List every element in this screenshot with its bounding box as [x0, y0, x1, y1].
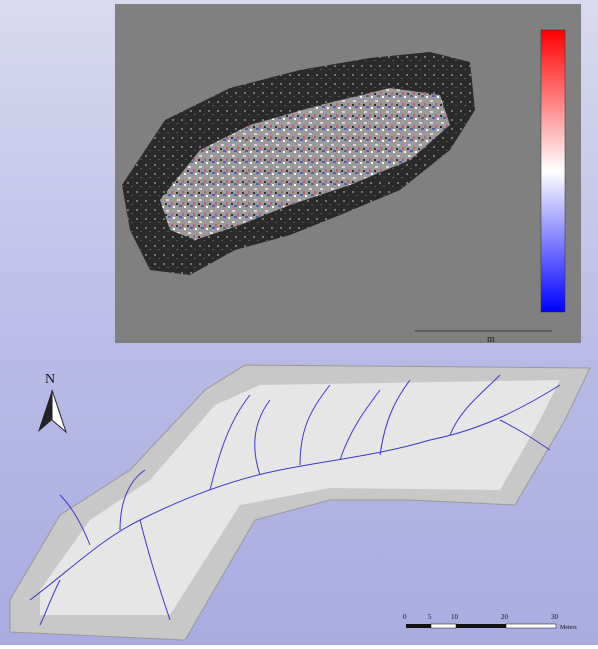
page: m N 0 5 10 20 30 Meters: [0, 0, 598, 645]
color-bar: [541, 30, 565, 312]
north-arrow: N: [38, 372, 66, 432]
scale-label: 0: [403, 613, 407, 621]
scale-label: 5: [428, 613, 432, 621]
unit-label: m: [487, 334, 495, 345]
scale-label: 20: [501, 613, 509, 621]
scale-label: 30: [551, 613, 559, 621]
scale-label: 10: [451, 613, 459, 621]
scale-bar: 0 5 10 20 30 Meters: [403, 613, 577, 631]
scale-unit: Meters: [560, 625, 577, 631]
north-label: N: [45, 372, 55, 387]
figure: m N 0 5 10 20 30 Meters: [0, 0, 598, 645]
